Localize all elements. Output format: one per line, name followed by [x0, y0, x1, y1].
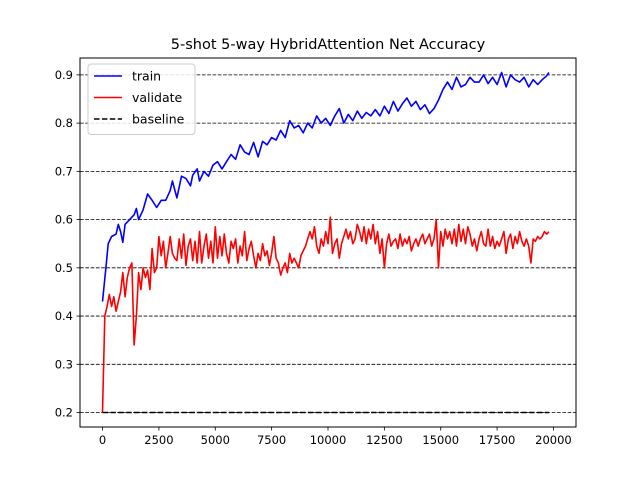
x-tick-label: 20000 — [535, 433, 572, 447]
y-tick-label: 0.7 — [55, 164, 73, 178]
legend-label-validate: validate — [132, 90, 182, 105]
y-tick-label: 0.6 — [55, 213, 73, 227]
x-tick-label: 5000 — [201, 433, 230, 447]
y-tick-label: 0.2 — [55, 406, 73, 420]
validate-series-line — [101, 216, 550, 413]
x-tick-label: 17500 — [479, 433, 516, 447]
y-tick-label: 0.8 — [55, 116, 73, 130]
legend-label-train: train — [132, 69, 161, 84]
y-tick-label: 0.9 — [55, 68, 73, 82]
x-tick-label: 2500 — [144, 433, 173, 447]
series-lines — [101, 71, 550, 414]
legend: train validate baseline — [87, 63, 196, 135]
legend-box — [87, 63, 196, 135]
axis-ticks: 0.2 0.3 0.4 0.5 0.6 0.7 0.8 0.9 0 2500 5000 7500 100… — [55, 68, 572, 447]
y-tick-label: 0.5 — [55, 261, 73, 275]
chart-title: 5-shot 5-way HybridAttention Net Accurac… — [171, 37, 486, 53]
y-tick-label: 0.4 — [55, 309, 73, 323]
y-tick-label: 0.3 — [55, 357, 73, 371]
x-tick-label: 0 — [99, 433, 106, 447]
x-tick-label: 15000 — [422, 433, 459, 447]
x-tick-label: 12500 — [366, 433, 403, 447]
x-tick-label: 7500 — [257, 433, 286, 447]
legend-label-baseline: baseline — [132, 112, 185, 127]
train-series-line — [101, 71, 550, 302]
x-tick-label: 10000 — [310, 433, 347, 447]
